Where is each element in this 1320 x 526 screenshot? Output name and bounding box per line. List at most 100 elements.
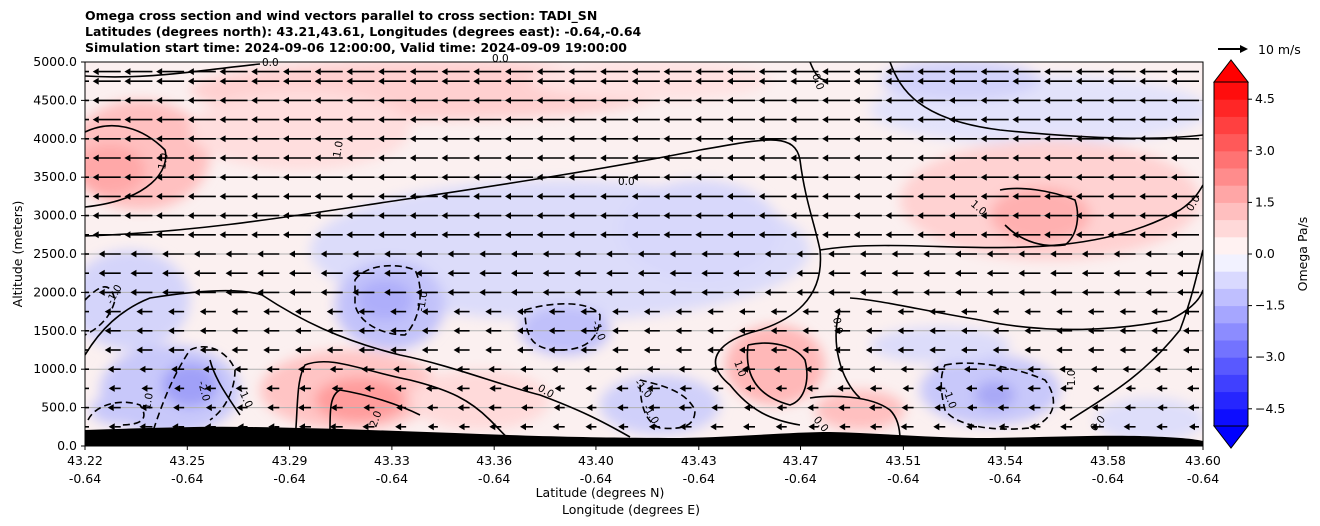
wind-arrow-head	[536, 77, 543, 85]
wind-arrow-head	[1154, 365, 1161, 373]
wind-arrow-head	[1145, 250, 1152, 258]
wind-arrow-head	[409, 173, 416, 181]
wind-arrow-head	[727, 154, 733, 162]
wind-arrow-head	[917, 231, 924, 239]
wind-arrow-head	[108, 423, 115, 431]
wind-arrow-head	[266, 365, 273, 373]
wind-arrow-head	[378, 68, 385, 76]
wind-arrow-head	[739, 327, 745, 335]
wind-arrow-head	[822, 212, 829, 220]
wind-arrow-head	[966, 423, 972, 431]
wind-arrow-head	[583, 365, 590, 373]
wind-arrow-head	[363, 404, 370, 412]
wind-arrow-head	[92, 212, 99, 220]
wind-arrow-head	[346, 77, 353, 85]
wind-arrow-head	[314, 212, 321, 220]
wind-arrow-head	[790, 77, 797, 85]
wind-arrow-head	[631, 231, 638, 239]
wind-arrow-head	[1044, 135, 1051, 143]
wind-arrow-head	[865, 346, 872, 354]
wind-arrow-head	[1044, 154, 1051, 162]
wind-arrow-head	[727, 96, 733, 104]
wind-arrow-head	[1012, 154, 1019, 162]
wind-arrow-head	[162, 250, 169, 258]
colorbar-segment	[1214, 168, 1248, 186]
wind-arrow-head	[358, 327, 365, 335]
colorbar-extend-min	[1212, 425, 1250, 449]
wind-arrow-head	[647, 404, 654, 412]
wind-arrow-head	[441, 116, 448, 124]
contour-label: 2.0	[368, 409, 385, 429]
wind-arrow-head	[1060, 384, 1067, 392]
wind-arrow-head	[615, 365, 622, 373]
wind-arrow-head	[600, 68, 607, 76]
wind-arrow-head	[390, 346, 397, 354]
wind-arrow-head	[1044, 192, 1051, 200]
wind-arrow-head	[187, 154, 194, 162]
wind-arrow-head	[393, 365, 400, 373]
wind-arrow-head	[140, 404, 147, 412]
wind-arrow-head	[124, 135, 131, 143]
wind-arrow-head	[980, 192, 987, 200]
wind-arrow-head	[378, 212, 385, 220]
wind-arrow-head	[511, 250, 517, 258]
wind-arrow-head	[1113, 288, 1120, 296]
wind-arrow-head	[992, 308, 999, 316]
wind-arrow-head	[1119, 327, 1126, 335]
wind-arrow-head	[517, 346, 523, 354]
wind-arrow-head	[1029, 423, 1036, 431]
wind-arrow-head	[283, 212, 289, 220]
wind-arrow-head	[168, 346, 175, 354]
wind-arrow-head	[61, 78, 67, 85]
wind-arrow-head	[1050, 250, 1057, 258]
wind-arrow-head	[1107, 116, 1114, 124]
wind-arrow-head	[536, 68, 543, 76]
wind-arrow-head	[663, 154, 670, 162]
wind-arrow-head	[168, 308, 175, 316]
wind-arrow-head	[1012, 116, 1019, 124]
wind-arrow-head	[643, 327, 650, 335]
wind-arrow-head	[441, 135, 448, 143]
wind-arrow-head	[885, 116, 892, 124]
x-axis: 43.22 -0.64 43.25 -0.64 43.29 -0.64 43.33 -0.64…	[67, 446, 1221, 486]
wind-arrow-head	[61, 116, 67, 123]
wind-arrow-head	[834, 327, 841, 335]
wind-arrow-head	[568, 231, 575, 239]
colorbar-tick-label: 3.0	[1255, 143, 1275, 158]
x-tick-label-lon: -0.64	[69, 471, 101, 486]
wind-arrow-head	[1156, 423, 1163, 431]
wind-arrow-head	[251, 96, 258, 104]
wind-arrow-head	[364, 384, 371, 392]
wind-arrow-head	[600, 192, 607, 200]
wind-arrow-head	[980, 68, 987, 76]
wind-arrow-head	[457, 404, 464, 412]
wind-arrow-head	[1156, 384, 1163, 392]
wind-arrow-head	[1087, 308, 1094, 316]
wind-arrow-head	[1183, 327, 1189, 335]
wind-arrow-head	[1075, 77, 1082, 85]
y-axis-label: Altitude (meters)	[10, 201, 25, 308]
wind-arrow-head	[352, 269, 359, 277]
wind-arrow-head	[600, 231, 607, 239]
x-tick-label-lon: -0.64	[989, 471, 1021, 486]
wind-arrow-head	[1113, 250, 1120, 258]
wind-arrow-head	[346, 212, 353, 220]
wind-arrow-head	[900, 365, 907, 373]
y-tick-label: 5000.0	[33, 54, 77, 69]
wind-arrow-head	[320, 288, 327, 296]
wind-arrow-head	[1107, 154, 1114, 162]
wind-arrow-head	[1050, 288, 1057, 296]
wind-arrow-head	[600, 212, 607, 220]
wind-arrow-head	[168, 327, 175, 335]
wind-arrow-head	[733, 250, 739, 258]
wind-arrow-head	[790, 116, 797, 124]
wind-arrow-head	[234, 365, 241, 373]
wind-arrow-head	[770, 327, 777, 335]
wind-arrow-head	[574, 250, 581, 258]
contour-label: 0.0	[262, 57, 279, 69]
wind-arrow-head	[1012, 135, 1019, 143]
wind-arrow-head	[1171, 212, 1177, 220]
wind-arrow-head	[263, 327, 270, 335]
wind-arrow-head	[421, 308, 428, 316]
wind-arrow-head	[917, 68, 924, 76]
